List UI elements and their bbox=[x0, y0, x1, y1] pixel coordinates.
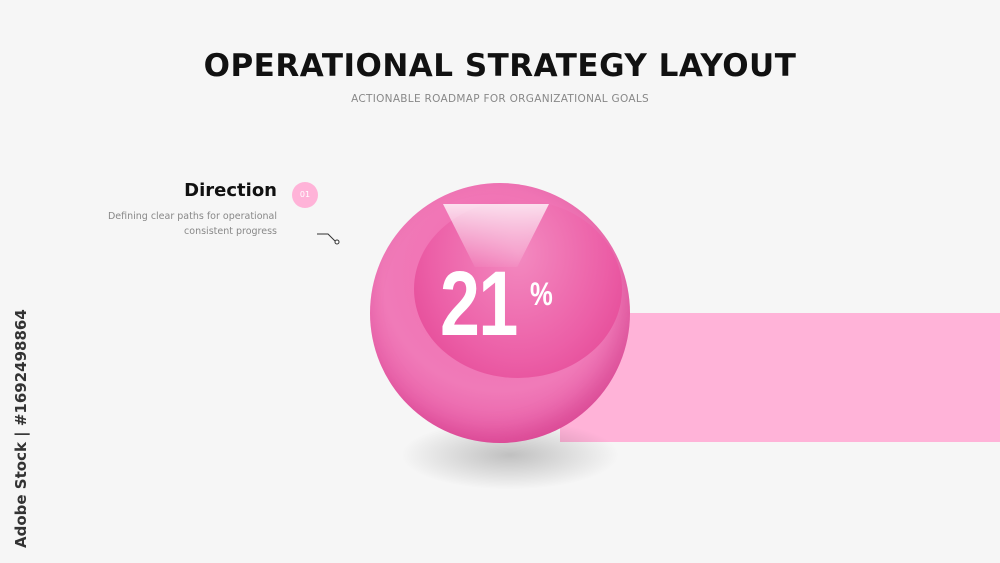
page-title: OPERATIONAL STRATEGY LAYOUT bbox=[203, 48, 797, 84]
item-title: Direction bbox=[184, 180, 277, 201]
percentage-unit: % bbox=[530, 276, 553, 312]
item-description-line: Defining clear paths for operational bbox=[107, 211, 277, 222]
connector-line-icon bbox=[317, 233, 340, 245]
progress-band bbox=[560, 313, 1000, 442]
watermark-side-text: Adobe Stock | #1692498864 bbox=[12, 309, 30, 548]
item-description: Defining clear paths for operational con… bbox=[57, 209, 277, 239]
percentage-value: 21 bbox=[440, 253, 518, 355]
page-subtitle: ACTIONABLE ROADMAP FOR ORGANIZATIONAL GO… bbox=[351, 93, 649, 105]
item-description-line: consistent progress bbox=[184, 226, 277, 237]
item-number-badge: 01 bbox=[292, 182, 318, 208]
